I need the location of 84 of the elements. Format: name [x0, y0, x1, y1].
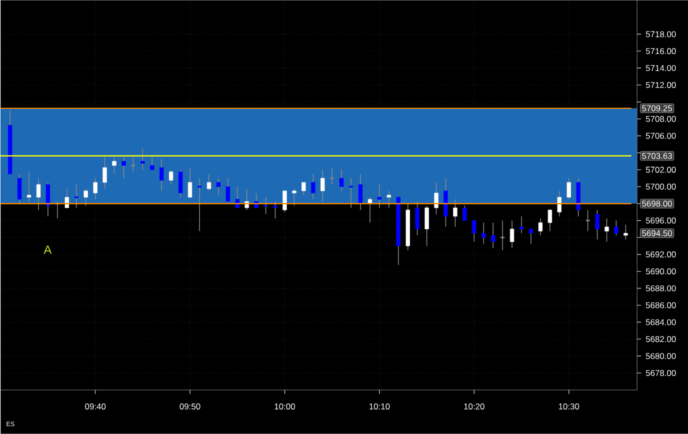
- candlestick: [500, 220, 506, 251]
- candlestick: [482, 222, 486, 244]
- candlestick: [244, 188, 249, 210]
- annotation: A: [44, 246, 52, 254]
- candlestick: [566, 178, 571, 200]
- candlestick: [491, 222, 496, 249]
- text: 5694.50: [642, 230, 672, 236]
- candlestick: [329, 167, 335, 185]
- candlestick: [235, 186, 240, 208]
- candlestick: [604, 218, 609, 242]
- ref-line-label: 5709.25: [642, 105, 672, 112]
- candlestick: [140, 148, 145, 170]
- y-tick-label: 5716.00: [646, 48, 676, 54]
- y-tick-label: 5702.00: [646, 166, 676, 173]
- candlestick: [434, 182, 438, 215]
- candlestick: [557, 190, 562, 217]
- y-tick-label: 5678.00: [646, 370, 676, 376]
- candlestick: [122, 156, 126, 179]
- ref-line-label: 5698.00: [642, 200, 672, 207]
- candlestick: [377, 184, 382, 208]
- candlestick: [424, 205, 429, 246]
- candlestick: [462, 205, 467, 221]
- candlestick: [311, 174, 316, 200]
- candlestick: [348, 178, 354, 208]
- y-tick-label: 5696.00: [646, 218, 676, 224]
- candlestick: [206, 174, 212, 192]
- y-tick-label: 5712.00: [646, 82, 676, 88]
- candlestick: [273, 201, 278, 219]
- y-tick-label: 5718.00: [646, 31, 676, 38]
- y-tick-label: 5682.00: [646, 336, 676, 342]
- candlestick: [46, 182, 50, 217]
- candlestick: [538, 218, 543, 236]
- y-tick-label: 5690.00: [646, 268, 676, 274]
- candlestick: [386, 190, 391, 208]
- candlestick: [339, 169, 344, 192]
- y-tick-label: 5700.00: [646, 184, 676, 190]
- y-tick-label: 5680.00: [646, 353, 676, 360]
- x-tick-label: 09:50: [180, 404, 200, 410]
- candlestick: [585, 210, 590, 232]
- candlestick: [17, 174, 22, 204]
- candlestick: [519, 216, 524, 234]
- candlestick: [178, 169, 183, 198]
- candlestick: [282, 190, 287, 212]
- x-tick-label: 09:40: [85, 404, 106, 410]
- candlestick: [528, 228, 534, 244]
- y-tick-label: 5692.00: [646, 251, 676, 258]
- candlestick: [226, 178, 230, 204]
- candlestick: [36, 178, 41, 210]
- candlestick: [472, 220, 476, 242]
- ref-line-label: 5703.63: [642, 152, 672, 159]
- candlestick: [102, 156, 107, 190]
- candlestick: [26, 171, 32, 202]
- candlestick: [196, 178, 202, 232]
- candlestick: [510, 220, 514, 249]
- candlestick: [302, 182, 306, 196]
- x-tick-label: 10:00: [274, 404, 295, 410]
- candlestick: [453, 198, 458, 228]
- x-tick-label: 10:30: [558, 404, 580, 410]
- y-tick-label: 5688.00: [646, 285, 676, 292]
- x-tick-label: 10:10: [370, 404, 390, 410]
- y-tick-label: 5706.00: [646, 132, 676, 139]
- candlestick: [64, 188, 69, 208]
- y-tick-label: 5686.00: [646, 302, 676, 308]
- candlestick: [292, 188, 296, 206]
- candlestick: [84, 188, 88, 206]
- candlestick: [150, 156, 154, 170]
- candlestick: [188, 167, 192, 198]
- candlestick: [624, 224, 628, 240]
- y-tick-label: 5708.00: [646, 116, 676, 122]
- candlestick: [130, 156, 136, 172]
- candlestick: [548, 210, 552, 232]
- candlestick: [112, 156, 116, 174]
- candlestick: [358, 174, 363, 210]
- x-tick-label: 10:20: [464, 404, 484, 410]
- y-tick-label: 5684.00: [646, 319, 676, 326]
- candlestick: [93, 178, 98, 200]
- candlestick: [160, 158, 164, 192]
- candlestick: [169, 169, 174, 185]
- candlestick: [415, 201, 420, 236]
- candlestick: [216, 178, 220, 196]
- y-tick-label: 5714.00: [646, 65, 676, 72]
- candlestick: [320, 169, 325, 202]
- candlestick: [614, 220, 618, 236]
- candlestick: [595, 210, 600, 240]
